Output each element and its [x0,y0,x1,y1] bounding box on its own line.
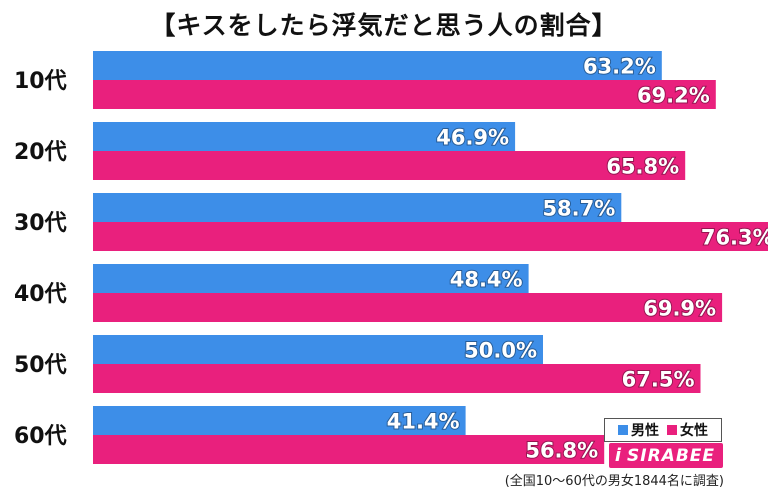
legend-swatch-male [618,425,628,435]
sirabee-logo: i SIRABEE [609,443,723,468]
bar-female [93,293,723,322]
legend-item-male: 男性 [618,420,659,440]
bar-male [93,406,466,435]
bar-female [93,435,605,464]
value-label-male: 50.0% [464,339,537,363]
value-label-female: 69.2% [637,84,710,108]
value-label-female: 65.8% [606,155,679,179]
category-label: 20代 [14,140,67,165]
legend-label-female: 女性 [680,423,708,439]
bar-male [93,122,516,151]
value-label-male: 46.9% [436,126,509,150]
category-label: 10代 [14,69,67,94]
category-label: 50代 [14,353,67,378]
bar-male [93,193,622,222]
bar-female [93,364,701,393]
category-label: 60代 [14,424,67,449]
value-label-male: 41.4% [387,410,460,434]
bar-male [93,51,662,80]
legend-swatch-female [667,425,677,435]
legend-item-female: 女性 [667,420,708,440]
legend-label-male: 男性 [631,423,659,439]
bar-male [93,264,529,293]
bar-female [93,222,768,251]
bar-female [93,80,716,109]
value-label-male: 48.4% [450,268,523,292]
value-label-male: 58.7% [542,197,615,221]
logo-mark-icon: i [614,445,622,466]
value-label-male: 63.2% [583,55,656,79]
value-label-female: 56.8% [525,439,598,463]
bar-female [93,151,686,180]
category-label: 30代 [14,211,67,236]
survey-footnote: (全国10～60代の男女1844名に調査) [504,474,724,489]
chart-legend: 男性 女性 [604,418,722,442]
value-label-female: 76.3% [701,226,768,250]
value-label-female: 69.9% [643,297,716,321]
bar-male [93,335,543,364]
logo-text: SIRABEE [627,445,715,466]
value-label-female: 67.5% [622,368,695,392]
chart-title: 【キスをしたら浮気だと思う人の割合】 [150,11,618,40]
category-label: 40代 [14,282,67,307]
